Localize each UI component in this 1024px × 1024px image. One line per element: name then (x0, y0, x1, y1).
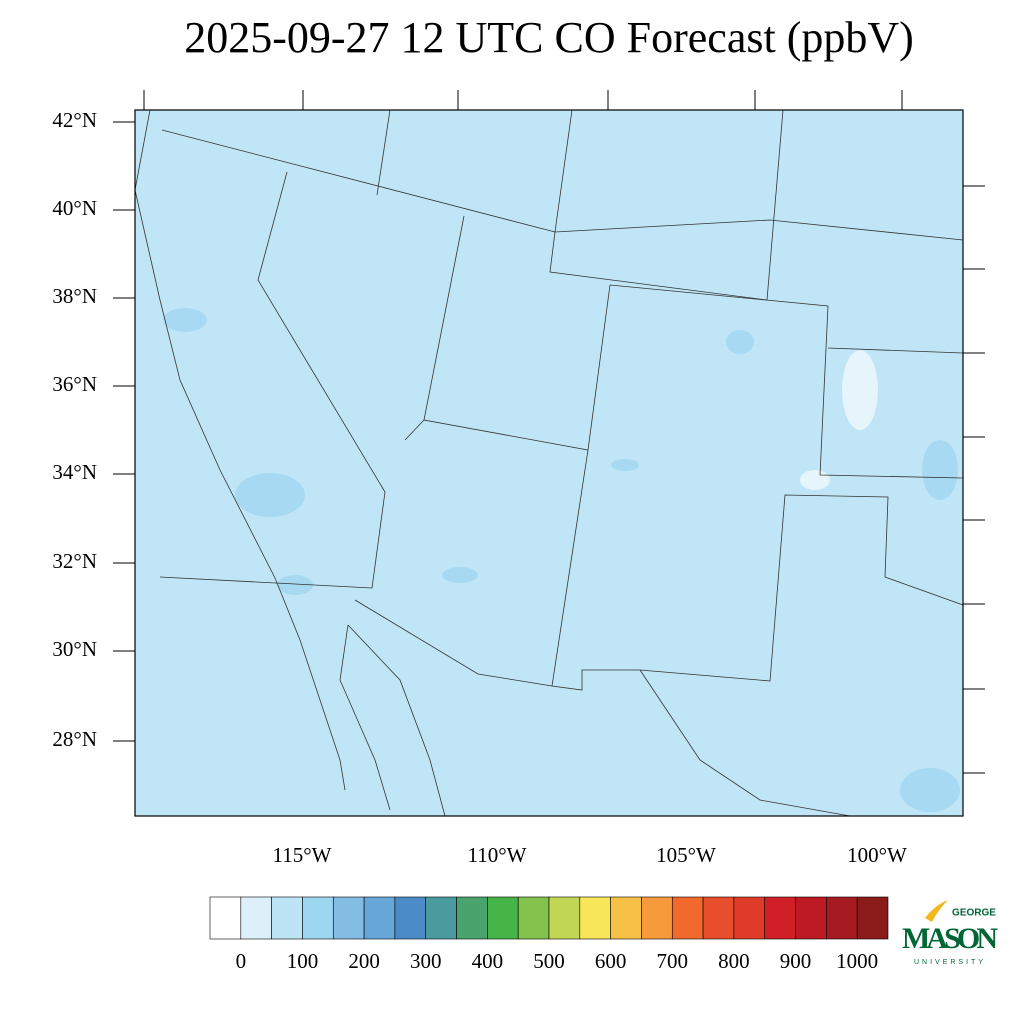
lat-label: 30°N (52, 637, 97, 661)
colorbar-box (764, 896, 796, 940)
colorbar-label: 100 (287, 949, 319, 973)
colorbar-box (610, 896, 642, 940)
logo-top: GEORGE (952, 908, 996, 919)
lon-label: 110°W (468, 843, 527, 867)
lat-label: 40°N (52, 196, 97, 220)
lat-label: 32°N (52, 549, 97, 573)
colorbar-label: 700 (657, 949, 689, 973)
colorbar-label: 600 (595, 949, 627, 973)
colorbar-label: 400 (472, 949, 504, 973)
co-patches (163, 308, 960, 812)
map-frame (134, 109, 964, 817)
colorbar-box (456, 896, 488, 940)
lat-label: 38°N (52, 284, 97, 308)
frame-ticks (143, 90, 985, 774)
colorbar-box (332, 896, 365, 940)
logo: GEORGE MASON UNIVERSITY (902, 900, 998, 966)
colorbar-box (856, 896, 889, 940)
title: 2025-09-27 12 UTC CO Forecast (ppbV) (184, 13, 914, 62)
colorbar: 0 100 200 300 400 500 600 700 800 900 1000 (209, 896, 889, 973)
colorbar-box (671, 896, 704, 940)
colorbar-box (240, 896, 272, 940)
boundaries (134, 109, 964, 817)
colorbar-box (579, 896, 611, 940)
colorbar-box (517, 896, 550, 940)
colorbar-label: 1000 (836, 949, 878, 973)
lon-label: 105°W (656, 843, 716, 867)
logo-bottom: UNIVERSITY (914, 959, 986, 966)
lon-label: 100°W (847, 843, 907, 867)
colorbar-label: 900 (780, 949, 812, 973)
lat-label: 42°N (52, 108, 97, 132)
colorbar-box (394, 896, 427, 940)
colorbar-label: 800 (718, 949, 750, 973)
lon-label: 115°W (273, 843, 332, 867)
colorbar-label: 0 (236, 949, 247, 973)
colorbar-box (795, 896, 827, 940)
colorbar-box (302, 896, 334, 940)
colorbar-label: 300 (410, 949, 442, 973)
colorbar-label: 500 (533, 949, 565, 973)
colorbar-box (363, 896, 396, 940)
map-area (135, 110, 963, 816)
colorbar-box (548, 896, 581, 940)
colorbar-box (641, 896, 673, 940)
logo-main: MASON (902, 922, 998, 955)
colorbar-box (487, 896, 519, 940)
colorbar-box (702, 896, 735, 940)
colorbar-box (425, 896, 457, 940)
colorbar-label: 200 (348, 949, 380, 973)
logo-mark (925, 900, 948, 922)
map: 42°N 40°N 38°N 36°N 34°N 32°N 30°N 28°N 115°W 110… (52, 90, 985, 867)
colorbar-box (733, 896, 766, 940)
colorbar-box (826, 896, 858, 940)
lat-label: 34°N (52, 460, 97, 484)
lat-label: 28°N (52, 727, 97, 751)
lat-label: 36°N (52, 372, 97, 396)
colorbar-box (209, 896, 242, 940)
colorbar-box (271, 896, 303, 940)
